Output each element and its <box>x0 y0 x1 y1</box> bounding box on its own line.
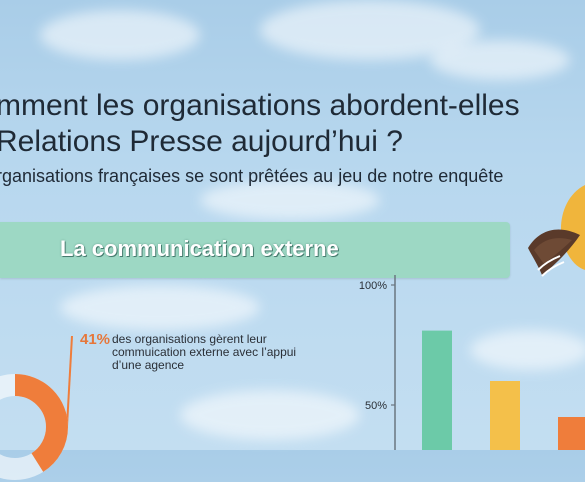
stat-connector-line <box>66 336 73 426</box>
stat-percent: 41% <box>80 331 111 348</box>
bird-wing-highlight <box>534 238 572 264</box>
cloud-3 <box>430 40 570 80</box>
bar-chart: 100% 50% <box>359 275 585 450</box>
page-subtitle: rganisations françaises se sont prêtées … <box>0 166 504 186</box>
cloud-1 <box>40 10 200 60</box>
cloud-7 <box>470 330 585 370</box>
bird-body <box>560 185 585 270</box>
agency-donut-chart <box>0 374 68 480</box>
stat-description: des organisations gèrent leur commuicati… <box>112 332 297 372</box>
section-banner-label: La communication externe <box>60 236 339 261</box>
page-title: mment les organisations abordent-elles R… <box>0 88 520 160</box>
title-line-2: Relations Presse aujourd’hui ? <box>0 125 403 158</box>
bar-2 <box>490 381 520 450</box>
bird-illustration <box>528 185 585 277</box>
bird-wing-stripe-2 <box>541 261 565 277</box>
title-line-1: mment les organisations abordent-elles <box>0 89 520 122</box>
donut-value-arc <box>0 374 68 480</box>
cloud-6 <box>180 390 360 440</box>
y-tick-label: 50% <box>365 400 387 412</box>
bird-wing-stripe <box>537 255 561 271</box>
y-tick-label: 100% <box>359 280 387 292</box>
cloud-5 <box>60 285 260 330</box>
bar-3 <box>558 417 585 450</box>
bar-1 <box>422 330 452 450</box>
cloud-4 <box>200 180 380 220</box>
section-banner <box>0 222 510 278</box>
